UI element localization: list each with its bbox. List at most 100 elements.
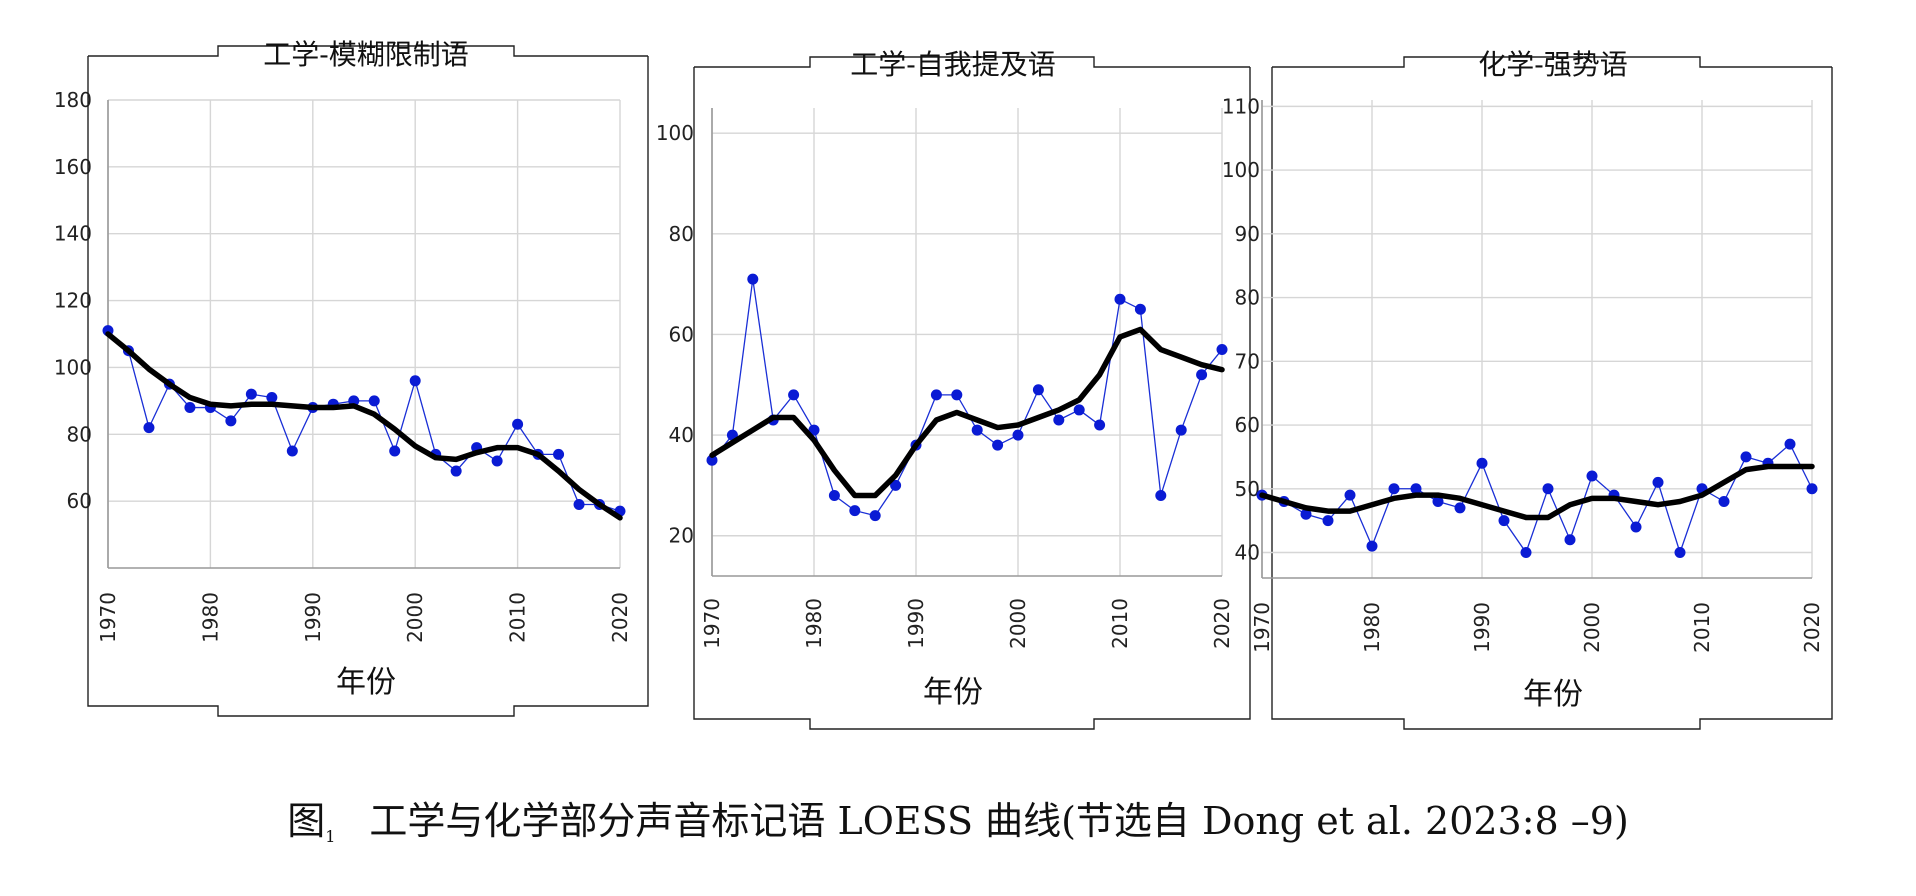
y-tick-label: 20: [669, 524, 694, 548]
y-tick-label: 60: [1235, 413, 1260, 437]
y-tick-label: 180: [54, 88, 92, 112]
x-tick-label: 1980: [198, 592, 222, 643]
y-tick-label: 60: [669, 322, 694, 346]
raw-data-point: [1586, 470, 1598, 482]
x-tick-label: 2000: [1006, 598, 1030, 649]
raw-data-point: [184, 402, 196, 414]
raw-data-point: [266, 392, 278, 404]
raw-data-point: [1216, 344, 1228, 356]
raw-data-point: [1718, 496, 1730, 508]
raw-data-point: [512, 418, 524, 430]
chart-panel-1: 工学-模糊限制语 60 80 100 120 140 160 180 1970 1980 1990 2…: [54, 38, 649, 717]
x-tick-label: 1980: [802, 598, 826, 649]
raw-data-point: [1498, 515, 1510, 527]
y-tick-label: 120: [54, 289, 92, 313]
raw-data-point: [1053, 414, 1065, 426]
raw-data-point: [573, 498, 585, 510]
raw-series-line: [711, 279, 1223, 517]
raw-data-point: [1300, 508, 1312, 520]
raw-data-point: [225, 415, 237, 427]
x-tick-label: 1970: [96, 592, 120, 643]
y-tick-label: 100: [656, 121, 694, 145]
y-tick-label: 40: [1235, 541, 1260, 565]
raw-data-point: [1388, 483, 1400, 495]
raw-data-point: [992, 439, 1004, 451]
chart-title: 工学-模糊限制语: [263, 38, 468, 71]
raw-data-point: [1410, 483, 1422, 495]
raw-data-point: [1520, 547, 1532, 559]
raw-data-point: [1196, 369, 1208, 381]
raw-data-point: [450, 465, 462, 477]
loess-curve: [709, 326, 1225, 499]
raw-data-point: [1630, 521, 1642, 533]
raw-data-point: [1322, 515, 1334, 527]
raw-series-line: [107, 330, 621, 512]
x-tick-label: 2000: [403, 592, 427, 643]
y-tick-label: 40: [669, 423, 694, 447]
raw-data-point: [143, 422, 155, 434]
raw-data-point: [1155, 489, 1167, 501]
x-axis-label: 年份: [336, 665, 396, 700]
raw-data-point: [1784, 438, 1796, 450]
x-tick-label: 1970: [1250, 602, 1274, 653]
raw-data-point: [1344, 489, 1356, 501]
raw-data-point: [368, 395, 380, 407]
caption-prefix: 图: [287, 799, 326, 843]
raw-data-point: [1564, 534, 1576, 546]
y-tick-label: 90: [1235, 222, 1260, 246]
raw-data-point: [808, 424, 820, 436]
loess-curve: [105, 331, 623, 521]
chart-panel-2: 工学-自我提及语 20 40 60 80 100 1970 1980 1990 2000 2010 2…: [656, 48, 1251, 730]
raw-data-point: [930, 389, 942, 401]
raw-data-point: [971, 424, 983, 436]
y-tick-label: 80: [669, 222, 694, 246]
x-tick-label: 2020: [1210, 598, 1234, 649]
raw-data-point: [1366, 540, 1378, 552]
y-tick-label: 100: [1222, 158, 1260, 182]
y-tick-label: 110: [1222, 94, 1260, 118]
chart-panel-3: 化学-强势语 40 50 60 70 80 90 100 110 1970 1980 1990 2000…: [1222, 48, 1833, 730]
x-axis-label: 年份: [1523, 677, 1583, 712]
chart-frame: [1271, 56, 1833, 730]
raw-data-point: [951, 389, 963, 401]
y-tick-label: 160: [54, 155, 92, 179]
raw-data-point: [1012, 429, 1024, 441]
x-tick-label: 1980: [1360, 602, 1384, 653]
y-tick-label: 50: [1235, 477, 1260, 501]
raw-data-point: [1175, 424, 1187, 436]
chart-title: 工学-自我提及语: [850, 48, 1055, 81]
x-tick-label: 2010: [506, 592, 530, 643]
raw-data-point: [869, 510, 881, 522]
x-tick-label: 2020: [1800, 602, 1824, 653]
raw-data-point: [409, 375, 421, 387]
y-tick-label: 140: [54, 222, 92, 246]
raw-data-point: [245, 388, 257, 400]
raw-data-point: [1432, 496, 1444, 508]
x-tick-label: 1990: [904, 598, 928, 649]
y-tick-label: 80: [1235, 286, 1260, 310]
chart-title: 化学-强势语: [1478, 48, 1627, 81]
caption-text: 工学与化学部分声音标记语 LOESS 曲线(节选自 Dong et al. 20…: [369, 799, 1629, 843]
raw-data-point: [890, 479, 902, 491]
raw-data-point: [491, 455, 503, 467]
figure-caption: 图1 工学与化学部分声音标记语 LOESS 曲线(节选自 Dong et al. …: [0, 790, 1916, 846]
raw-data-point: [1094, 419, 1106, 431]
raw-data-point: [286, 445, 298, 457]
raw-series-line: [1261, 443, 1813, 555]
y-tick-label: 80: [67, 422, 92, 446]
raw-data-point: [389, 445, 401, 457]
loess-curve: [1259, 463, 1815, 521]
x-axis-label: 年份: [923, 675, 983, 710]
raw-data-point: [1114, 293, 1126, 305]
raw-data-point: [747, 273, 759, 285]
x-tick-label: 1970: [700, 598, 724, 649]
raw-data-point: [706, 454, 718, 466]
raw-data-point: [1032, 384, 1044, 396]
x-tick-label: 1990: [1470, 602, 1494, 653]
raw-data-point: [1674, 547, 1686, 559]
y-tick-label: 100: [54, 355, 92, 379]
x-tick-label: 2000: [1580, 602, 1604, 653]
raw-data-point: [1806, 483, 1818, 495]
y-tick-label: 70: [1235, 349, 1260, 373]
chart-grid: [711, 108, 1223, 576]
